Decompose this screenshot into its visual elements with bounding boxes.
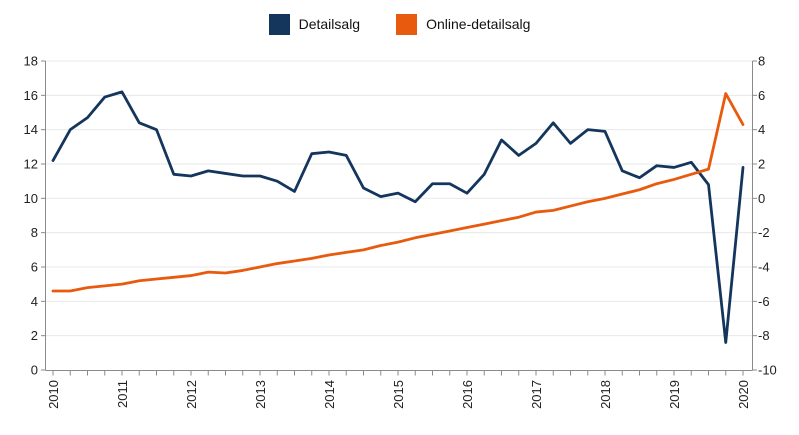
right-axis-tick-label: 8: [758, 53, 765, 68]
left-axis-tick-label: 6: [31, 259, 38, 274]
left-axis-tick-label: 16: [24, 88, 38, 103]
x-axis-year-label: 2016: [460, 380, 475, 409]
right-axis-tick-label: -8: [758, 328, 770, 343]
left-axis-tick-label: 10: [24, 191, 38, 206]
x-axis-year-label: 2014: [322, 380, 337, 409]
left-axis-tick-label: 18: [24, 53, 38, 68]
legend-item-online-detailsalg: Online-detailsalg: [396, 14, 530, 35]
left-axis-tick-label: 2: [31, 328, 38, 343]
x-axis-year-label: 2013: [253, 380, 268, 409]
right-axis-tick-label: -10: [758, 363, 777, 378]
right-axis-tick-label: 0: [758, 191, 765, 206]
series-line-detailsalg: [51, 90, 745, 344]
legend-label-detailsalg: Detailsalg: [298, 16, 361, 32]
x-axis-year-label: 2017: [529, 380, 544, 409]
left-axis-tick-label: 12: [24, 156, 38, 171]
left-axis-tick-label: 0: [31, 363, 38, 378]
left-axis-tick-label: 4: [31, 294, 38, 309]
left-axis-tick-label: 8: [31, 225, 38, 240]
legend-item-detailsalg: Detailsalg: [268, 14, 361, 35]
x-axis-year-label: 2019: [667, 380, 682, 409]
x-axis-year-label: 2010: [46, 380, 61, 409]
right-axis-tick-label: 2: [758, 156, 765, 171]
right-axis-tick-label: -6: [758, 294, 770, 309]
legend-label-online-detailsalg: Online-detailsalg: [426, 16, 531, 32]
x-axis-year-label: 2018: [598, 380, 613, 409]
x-axis-year-label: 2020: [736, 380, 751, 409]
legend-swatch-detailsalg: [268, 14, 290, 35]
series-line-online-detailsalg: [51, 92, 745, 293]
left-axis-tick-label: 14: [24, 122, 38, 137]
x-axis-year-label: 2015: [391, 380, 406, 409]
right-axis-tick-label: 6: [758, 88, 765, 103]
legend-swatch-online-detailsalg: [396, 14, 418, 35]
x-axis-year-label: 2012: [184, 380, 199, 409]
right-axis-tick-label: -2: [758, 225, 770, 240]
right-axis-tick-label: 4: [758, 122, 765, 137]
legend: Detailsalg Online-detailsalg: [0, 14, 799, 35]
right-axis-tick-label: -4: [758, 259, 770, 274]
x-axis-year-label: 2011: [115, 380, 130, 408]
